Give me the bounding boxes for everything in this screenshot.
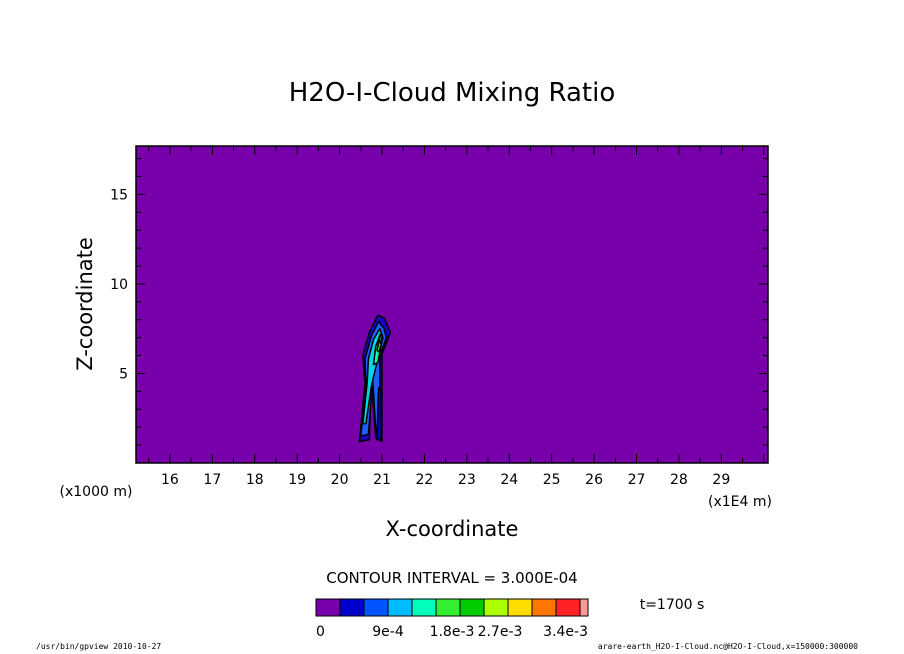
y-tick-label: 15 xyxy=(110,187,128,203)
footer-right: arare-earth_H2O-I-Cloud.nc@H2O-I-Cloud,x… xyxy=(597,642,858,651)
x-tick-label: 24 xyxy=(500,472,518,488)
x-unit-left: (x1000 m) xyxy=(60,484,133,500)
x-tick-label: 26 xyxy=(585,472,603,488)
plot-area: 16 17 18 19 20 21 22 23 24 25 26 27 28 29 5 10 15 xyxy=(110,145,769,488)
x-tick-label: 28 xyxy=(670,472,688,488)
y-axis-label: Z-coordinate xyxy=(73,237,97,371)
colorbar: 0 9e-4 1.8e-3 2.7e-3 3.4e-3 xyxy=(315,598,589,640)
x-unit-right: (x1E4 m) xyxy=(708,494,772,510)
x-tick-label: 27 xyxy=(628,472,646,488)
x-tick-label: 18 xyxy=(246,472,264,488)
plot-background xyxy=(136,146,768,463)
colorbar-label: 0 xyxy=(316,624,325,640)
colorbar-label: 9e-4 xyxy=(372,624,404,640)
x-tick-label: 16 xyxy=(161,472,179,488)
x-tick-label: 23 xyxy=(458,472,476,488)
colorbar-swatch xyxy=(363,598,389,617)
y-tick-label: 5 xyxy=(119,366,128,382)
x-tick-label: 17 xyxy=(203,472,221,488)
colorbar-swatch xyxy=(315,598,341,617)
colorbar-swatch xyxy=(507,598,533,617)
footer-left: /usr/bin/gpview 2010-10-27 xyxy=(36,642,162,651)
x-tick-label: 19 xyxy=(288,472,306,488)
colorbar-swatch xyxy=(459,598,485,617)
colorbar-swatch xyxy=(387,598,413,617)
colorbar-label: 2.7e-3 xyxy=(478,624,523,640)
colorbar-swatch xyxy=(531,598,557,617)
colorbar-swatch xyxy=(579,598,589,617)
colorbar-swatch xyxy=(555,598,581,617)
contour-interval-label: CONTOUR INTERVAL = 3.000E-04 xyxy=(326,569,577,587)
colorbar-swatch xyxy=(483,598,509,617)
cloud-contour-green-core xyxy=(376,338,382,353)
cloud-contour-right-tail xyxy=(376,387,382,441)
x-tick-label: 20 xyxy=(331,472,349,488)
x-axis-label: X-coordinate xyxy=(386,517,519,541)
colorbar-swatch xyxy=(339,598,365,617)
x-tick-label: 21 xyxy=(373,472,391,488)
colorbar-label: 1.8e-3 xyxy=(430,624,475,640)
colorbar-label: 3.4e-3 xyxy=(543,624,588,640)
time-label: t=1700 s xyxy=(640,597,705,613)
colorbar-swatch xyxy=(411,598,437,617)
x-tick-label: 25 xyxy=(543,472,561,488)
chart-title: H2O-I-Cloud Mixing Ratio xyxy=(289,78,616,108)
x-tick-label: 29 xyxy=(712,472,730,488)
colorbar-swatch xyxy=(435,598,461,617)
y-tick-label: 10 xyxy=(110,277,128,293)
plot-frame xyxy=(135,145,769,464)
x-tick-label: 22 xyxy=(416,472,434,488)
